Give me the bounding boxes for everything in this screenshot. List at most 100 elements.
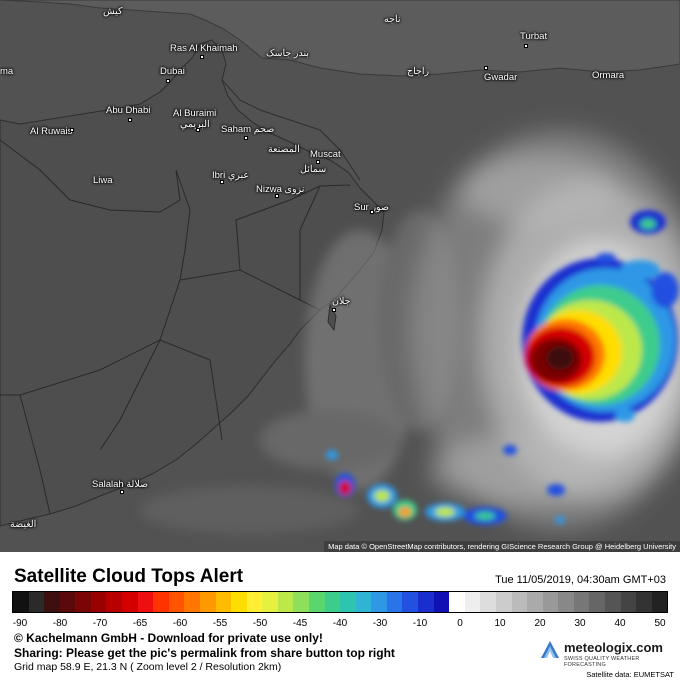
map-attribution: Map data © OpenStreetMap contributors, r… bbox=[324, 541, 680, 552]
color-swatch bbox=[13, 592, 29, 612]
color-swatch bbox=[604, 592, 621, 612]
copyright-notice: © Kachelmann GmbH - Download for private… bbox=[14, 631, 323, 645]
color-swatch bbox=[137, 592, 154, 612]
color-scale-tick-label: -70 bbox=[92, 618, 108, 629]
color-swatch bbox=[573, 592, 590, 612]
color-scale-tick-label: 30 bbox=[574, 618, 586, 629]
city-dot-nizwa bbox=[275, 194, 279, 198]
place-label-al-ruwais: Al Ruwais bbox=[30, 126, 73, 137]
color-scale-tick-label: -45 bbox=[292, 618, 308, 629]
place-label-al-ghaydah: الغيضة bbox=[10, 519, 37, 530]
color-swatch bbox=[651, 592, 668, 612]
color-scale-tick-label: 10 bbox=[494, 618, 506, 629]
color-swatch bbox=[231, 592, 247, 612]
city-dot-abu-dhabi bbox=[128, 118, 132, 122]
color-swatch bbox=[168, 592, 185, 612]
color-swatch bbox=[75, 592, 91, 612]
color-scale-tick-label: -50 bbox=[252, 618, 268, 629]
brand-name: meteologix.com bbox=[564, 640, 663, 655]
color-swatch bbox=[90, 592, 107, 612]
place-label-abu-dhabi: Abu Dhabi bbox=[106, 105, 151, 116]
city-dot-jalan bbox=[332, 308, 336, 312]
satellite-imagery bbox=[0, 0, 680, 534]
place-label-muscat: Muscat bbox=[310, 149, 341, 160]
sharing-notice: Sharing: Please get the pic's permalink … bbox=[14, 646, 395, 660]
place-label-al-buraimi-ar: البريمي bbox=[180, 119, 210, 130]
satellite-source: Satellite data: EUMETSAT bbox=[586, 670, 674, 679]
color-swatch bbox=[495, 592, 512, 612]
place-label-salalah: Salalah صلالة bbox=[92, 479, 149, 490]
color-scale-tick-label: -10 bbox=[412, 618, 428, 629]
grid-info: Grid map 58.9 E, 21.3 N ( Zoom level 2 /… bbox=[14, 661, 282, 673]
color-swatch bbox=[558, 592, 574, 612]
place-label-ibri: Ibri عبري bbox=[212, 170, 250, 181]
color-swatch bbox=[28, 592, 45, 612]
city-dot-gwadar bbox=[484, 66, 488, 70]
color-scale-tick-label: -40 bbox=[332, 618, 348, 629]
legend-panel: Satellite Cloud Tops Alert Tue 11/05/201… bbox=[0, 552, 680, 680]
color-scale-tick-label: 50 bbox=[654, 618, 666, 629]
color-swatch bbox=[277, 592, 294, 612]
southern-convective-cells bbox=[326, 450, 565, 525]
city-dot-al-buraimi bbox=[196, 128, 200, 132]
color-scale-tick-label: 40 bbox=[614, 618, 626, 629]
color-swatch bbox=[308, 592, 325, 612]
color-scale-ticks: -90 -80 -70 -65 -60 -55 -50 -45 -40 -30 -10 0 10 20 30… bbox=[12, 618, 668, 630]
color-swatch bbox=[59, 592, 76, 612]
city-dot-sur bbox=[370, 210, 374, 214]
place-label-ormara: Ormara bbox=[592, 70, 625, 81]
city-dot-turbat bbox=[524, 44, 528, 48]
color-scale-tick-label: 20 bbox=[534, 618, 546, 629]
arabian-landmass bbox=[0, 39, 385, 527]
meteologix-brand[interactable]: meteologix.com SWISS QUALITY WEATHER FOR… bbox=[540, 638, 680, 678]
color-swatch bbox=[418, 592, 434, 612]
place-label-dubai: Dubai bbox=[160, 66, 185, 77]
meteologix-logo-icon bbox=[541, 641, 559, 658]
color-scale-tick-label: -30 bbox=[372, 618, 388, 629]
color-swatch bbox=[44, 592, 60, 612]
color-scale-tick-label: -90 bbox=[12, 618, 28, 629]
color-swatch bbox=[527, 592, 543, 612]
iran-landmass bbox=[0, 0, 680, 77]
color-scale-tick-label: -55 bbox=[212, 618, 228, 629]
color-swatch bbox=[199, 592, 216, 612]
color-swatch bbox=[106, 592, 123, 612]
place-label-gwadar: Gwadar bbox=[484, 72, 518, 83]
color-swatch bbox=[464, 592, 481, 612]
cyclone-convection bbox=[503, 210, 679, 496]
place-label-bandar-jask: بندر جاسک bbox=[266, 48, 309, 59]
gulf-of-oman-coast bbox=[221, 79, 361, 181]
color-swatch bbox=[542, 592, 559, 612]
place-label-saham: Saham صحم bbox=[221, 124, 275, 135]
place-label-al-buraimi: Al Buraimi bbox=[173, 108, 217, 119]
place-label-nizwa: Nizwa نزوى bbox=[256, 184, 305, 195]
city-dot-ibri bbox=[220, 180, 224, 184]
place-label-kish: كيش bbox=[103, 6, 123, 17]
place-label-jalan: جلان bbox=[332, 296, 351, 307]
color-scale-tick-label: 0 bbox=[457, 618, 463, 629]
city-dot-al-ruwais bbox=[70, 128, 74, 132]
place-label-ma: ma bbox=[0, 66, 14, 77]
color-scale-tick-label: -60 bbox=[172, 618, 188, 629]
masirah-island bbox=[327, 303, 337, 332]
color-scale-bar bbox=[12, 591, 668, 613]
city-dot-salalah bbox=[120, 490, 124, 494]
color-swatch bbox=[449, 592, 465, 612]
color-swatch bbox=[122, 592, 138, 612]
color-swatch bbox=[511, 592, 528, 612]
place-label-al-musanaa: المصنعة bbox=[268, 144, 300, 155]
city-dot-muscat bbox=[316, 160, 320, 164]
satellite-map: كيش ناجه Turbat Ras Al Khaimah بندر جاسک… bbox=[0, 0, 680, 552]
color-scale-tick-label: -65 bbox=[132, 618, 148, 629]
color-swatch bbox=[246, 592, 263, 612]
color-swatch bbox=[355, 592, 372, 612]
brand-tagline: SWISS QUALITY WEATHER FORECASTING bbox=[564, 656, 640, 668]
place-label-liwa: Liwa bbox=[93, 175, 113, 186]
place-label-iran-city: ناجه bbox=[384, 14, 401, 25]
color-swatch bbox=[215, 592, 232, 612]
color-swatch bbox=[324, 592, 341, 612]
color-swatch bbox=[433, 592, 450, 612]
place-label-samail: سمائل bbox=[300, 164, 327, 175]
color-swatch bbox=[340, 592, 356, 612]
color-swatch bbox=[153, 592, 169, 612]
